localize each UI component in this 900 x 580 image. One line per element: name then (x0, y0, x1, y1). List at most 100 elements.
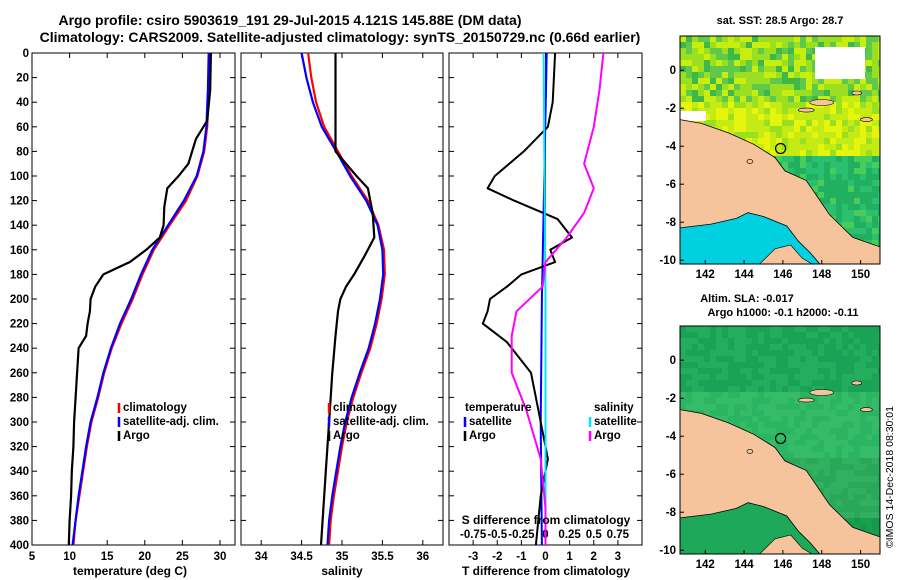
legend-label: climatology (123, 402, 188, 414)
y-tick-label: -10 (659, 545, 676, 557)
sla-map-title: Altim. SLA: -0.017 (700, 293, 794, 305)
y-tick-label: 100 (10, 171, 29, 183)
x-tick-label: 142 (696, 559, 715, 571)
salinity-xlabel: salinity (321, 564, 363, 578)
x-tick-label: 35 (336, 551, 349, 563)
x-tick-label: 34.5 (290, 551, 313, 563)
x-tick-label: 30 (214, 551, 227, 563)
island (860, 117, 873, 122)
legend-label: Argo (123, 430, 150, 442)
y-tick-label: 0 (670, 65, 676, 77)
legend-label: Argo (594, 430, 621, 442)
sla-map-subtitle: Argo h1000: -0.1 h2000: -0.11 (707, 307, 858, 319)
y-tick-label: 80 (16, 146, 29, 158)
island (851, 380, 862, 386)
sla-map-panel: 142 144 146 148 150 0 -2 -4 -6 -8 -10 (659, 325, 881, 571)
y-tick-label: 260 (10, 368, 29, 380)
y-tick-label: 60 (16, 122, 29, 134)
island (746, 449, 754, 454)
x-tick-label: 3 (615, 551, 621, 563)
y-tick-label: -8 (666, 217, 677, 229)
plot-frame (240, 52, 444, 546)
x-tick-label: 10 (63, 551, 76, 563)
salinity-panel: 34 34.5 35 35.5 36 climatology satellite-adj. … (240, 52, 444, 563)
island (746, 159, 754, 164)
temperature-panel: 0 20 40 60 80 100 120 140 160 180 200 220 240 260 280 3… (10, 48, 236, 563)
x-tick-label: -1 (516, 551, 527, 563)
legend-label: temperature (465, 402, 531, 414)
x-tick-label: 144 (734, 559, 754, 571)
legend-label: satellite (594, 416, 637, 428)
argo-position-marker (774, 432, 787, 445)
s-diff-tick-label: -0.25 (508, 529, 535, 541)
legend-label: Argo (333, 430, 360, 442)
difference-panel: -3 -2 -1 0 1 2 3-0.75 -0.5 -0.25 0 0.25 0.5 0.75temp… (448, 52, 643, 563)
series-line-satellite-adj-clim- (71, 52, 210, 546)
y-tick-label: 360 (10, 491, 29, 503)
x-tick-label: 5 (29, 551, 36, 563)
missing-data-patch (815, 47, 865, 79)
s-diff-tick-label: 0.75 (607, 529, 630, 541)
y-tick-label: -4 (666, 431, 677, 443)
y-tick-label: 0 (670, 355, 676, 367)
x-tick-label: 148 (812, 559, 832, 571)
title-line1: Argo profile: csiro 5903619_191 29-Jul-2… (58, 12, 521, 28)
island (860, 407, 873, 412)
x-tick-label: 144 (734, 269, 754, 281)
island (797, 397, 815, 403)
x-tick-label: 1 (566, 551, 573, 563)
series-line-climatology (307, 52, 386, 546)
y-tick-label: -6 (666, 179, 676, 191)
map-frame (679, 35, 881, 265)
y-tick-label: 240 (10, 343, 29, 355)
island (797, 107, 815, 113)
y-tick-label: 320 (10, 442, 29, 454)
legend-label: satellite-adj. clim. (123, 416, 219, 428)
legend-label: satellite-adj. clim. (333, 416, 429, 428)
y-tick-label: 140 (10, 220, 29, 232)
y-tick-label: -2 (666, 103, 676, 115)
southern-land (759, 534, 813, 554)
y-tick-label: 380 (10, 515, 29, 527)
x-tick-label: 20 (138, 551, 151, 563)
s-diff-tick-label: -0.75 (460, 529, 487, 541)
series-line-temperature-argo (481, 52, 573, 546)
y-tick-label: -2 (666, 393, 676, 405)
x-tick-label: 146 (773, 269, 792, 281)
y-tick-label: -6 (666, 469, 676, 481)
map-frame (679, 325, 881, 555)
x-tick-label: 146 (773, 559, 792, 571)
x-tick-label: 15 (101, 551, 114, 563)
x-tick-label: 2 (591, 551, 597, 563)
x-tick-label: 142 (696, 269, 715, 281)
x-tick-label: 36 (416, 551, 429, 563)
legend-label: salinity (594, 402, 634, 414)
series-line-salinity-satellite (542, 52, 547, 545)
legend-label: satellite (469, 416, 512, 428)
y-tick-label: 40 (16, 97, 29, 109)
island (851, 90, 862, 96)
s-diff-tick-label: -0.5 (487, 529, 507, 541)
y-tick-label: 120 (10, 196, 29, 208)
sst-map-panel: 142 144 146 148 150 0 -2 -4 -6 -8 -10 (659, 35, 881, 281)
difference-xlabel: T difference from climatology (462, 564, 630, 578)
y-tick-label: 280 (10, 392, 29, 404)
y-tick-label: -8 (666, 507, 677, 519)
x-tick-label: 0 (542, 551, 548, 563)
y-tick-label: 400 (10, 540, 29, 552)
y-tick-label: 180 (10, 269, 29, 281)
legend-label: climatology (333, 402, 398, 414)
x-tick-label: 25 (176, 551, 189, 563)
y-tick-label: -10 (659, 255, 676, 267)
y-tick-label: 220 (10, 319, 29, 331)
x-tick-label: -2 (492, 551, 502, 563)
temperature-xlabel: temperature (deg C) (73, 564, 187, 578)
series-line-salinity-argo (510, 52, 605, 545)
s-diff-tick-label: 0.5 (586, 529, 603, 541)
series-line-argo (67, 52, 212, 546)
southern-land (759, 244, 813, 264)
x-tick-label: -3 (468, 551, 478, 563)
series-line-satellite-adj-clim- (300, 52, 385, 546)
x-tick-label: 150 (851, 269, 870, 281)
